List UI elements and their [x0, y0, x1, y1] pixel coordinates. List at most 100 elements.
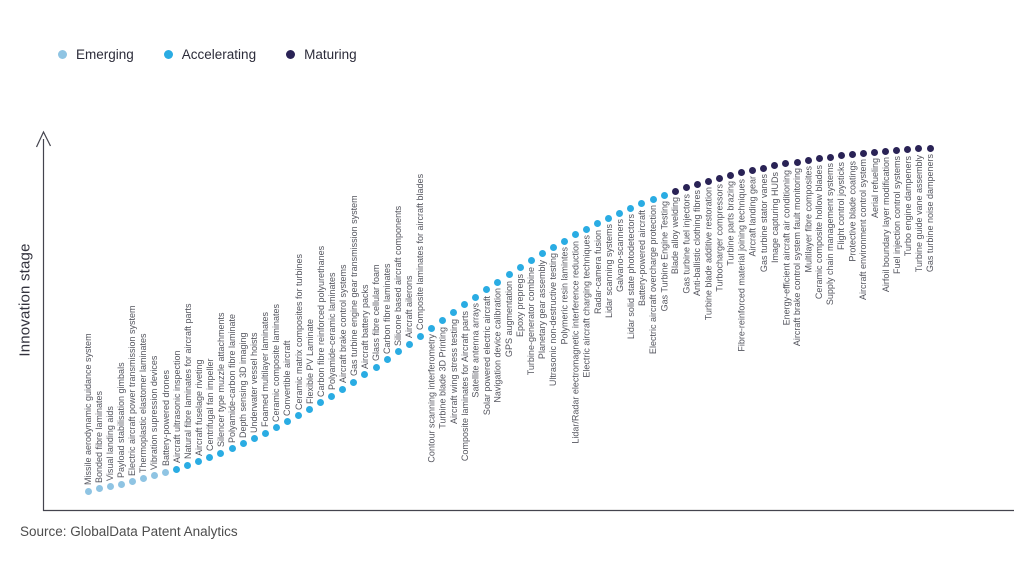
data-point	[571, 231, 579, 239]
data-point	[239, 440, 247, 448]
data-point	[760, 164, 768, 172]
data-point	[416, 332, 424, 340]
data-point-label: Aircraft brake control system fault moni…	[792, 168, 803, 347]
data-point-label: Solar powered electric aircraft	[481, 295, 492, 415]
data-point	[616, 209, 624, 217]
data-point-label: Polyamide-carbon fibre laminate	[227, 313, 238, 443]
y-axis-arrow-icon	[35, 130, 52, 148]
data-point	[439, 317, 447, 325]
data-point-label: Thermoplastic elastomer laminates	[138, 333, 149, 473]
data-point-label: Airfoil boundary layer modification	[880, 157, 891, 293]
data-point-label: Convertible aircraft	[282, 340, 293, 416]
data-point	[516, 264, 524, 272]
data-point-label: Lidar/Radar electromagnetic interference…	[570, 240, 581, 444]
data-point	[494, 278, 502, 286]
data-point-label: Glass fibre cellular foam	[371, 264, 382, 362]
data-point-label: Gas turbine engine gear transmission sys…	[348, 195, 359, 377]
data-point	[627, 204, 635, 212]
data-point-label: Polyamide-ceramic laminates	[326, 272, 337, 391]
data-point	[339, 385, 347, 393]
data-point	[117, 480, 125, 488]
data-point	[904, 146, 912, 154]
data-point	[427, 324, 435, 332]
data-point-label: Navigation device calibration	[492, 288, 503, 403]
data-point	[84, 487, 92, 495]
data-point	[860, 149, 868, 157]
data-point	[106, 483, 114, 491]
data-point-label: Supply chain management systems	[825, 163, 836, 306]
data-point-label: Silencer type muzzle attachments	[215, 312, 226, 448]
data-point	[184, 461, 192, 469]
legend-item: Accelerating	[163, 47, 256, 62]
data-point	[605, 214, 613, 222]
data-point	[250, 435, 258, 443]
data-point	[926, 144, 934, 152]
data-point	[261, 429, 269, 437]
data-point	[461, 301, 469, 309]
data-point-label: Carbon fibre laminates	[382, 263, 393, 354]
legend-dot-icon	[58, 50, 67, 59]
data-point	[95, 485, 103, 493]
data-point	[848, 151, 856, 159]
data-point-label: Polymeric resin lamintes	[559, 247, 570, 345]
data-point	[372, 363, 380, 371]
data-point-label: Gas turbine stator vanes	[758, 174, 769, 273]
data-point-label: Turbine blade additive restoration	[703, 187, 714, 321]
data-point-label: Aerial refueling	[869, 158, 880, 219]
data-point-label: Satellite antenna arrays	[470, 303, 481, 398]
data-point-label: GPS augmentation	[504, 280, 514, 357]
data-point	[272, 424, 280, 432]
data-point-label: Aircraft landing gear	[747, 176, 758, 257]
data-point-label: Galvano-scanners	[614, 219, 625, 293]
data-point-label: Ceramic composite hollow blades	[814, 164, 825, 299]
data-point-label: Energy-efficient aircraft air conditioni…	[780, 169, 791, 326]
legend-dot-icon	[286, 50, 296, 59]
data-point	[826, 153, 834, 161]
data-point	[361, 371, 369, 379]
data-point	[704, 177, 712, 185]
data-point-label: Aircraft environment control system	[858, 159, 869, 301]
data-point-label: Fuel injection control systems	[891, 156, 902, 275]
data-point-label: Aircraft wing stress testing	[448, 318, 459, 424]
data-point-label: Bonded fibre laminates	[94, 390, 105, 483]
data-point	[549, 243, 557, 251]
data-point	[139, 475, 147, 483]
data-point-label: Vibration supression devices	[149, 355, 160, 470]
data-point	[716, 174, 723, 182]
data-point-label: Ceramic matrix composites for turbines	[293, 253, 304, 410]
data-point-label: Gas turbine fuel injectors	[681, 193, 692, 294]
data-point-label: Turbine-generator combine	[526, 266, 537, 375]
data-point	[727, 171, 735, 179]
data-point	[217, 449, 225, 457]
data-point	[128, 477, 136, 485]
data-point-label: Fibre-reinforced material joining techni…	[736, 178, 747, 352]
data-point-label: Depth sensing 3D imaging	[238, 332, 249, 438]
data-point-label: Natural fibre laminates for aircraft par…	[182, 303, 193, 460]
data-point	[394, 348, 402, 356]
data-point	[749, 166, 757, 174]
data-point	[682, 184, 690, 192]
data-point-label: Flight control joysticks	[836, 161, 847, 250]
data-point-label: Lidar solid state photodetectors	[625, 214, 636, 340]
data-point	[560, 237, 568, 245]
data-point-label: Flexible PV Laminate	[304, 318, 315, 404]
data-point-label: Visual landing aids	[105, 405, 116, 481]
data-point	[527, 257, 535, 265]
data-point-label: Underwater vessel hoists	[249, 332, 260, 433]
data-point	[383, 356, 391, 364]
data-point	[317, 399, 325, 407]
data-point	[195, 458, 203, 466]
data-point-label: Aircraft fuselage riveting	[193, 359, 204, 456]
data-point	[295, 412, 302, 420]
data-point-label: Composite laminates for Aircraft parts	[459, 310, 470, 461]
data-point-label: Turbine parts brazing	[725, 181, 736, 267]
data-point	[882, 147, 890, 155]
data-point	[505, 271, 513, 279]
data-point-label: Ceramic composite laminates	[271, 303, 282, 422]
data-point-label: Aircraft battery packs	[359, 284, 370, 369]
data-point	[206, 453, 214, 461]
data-point	[594, 220, 602, 228]
data-point-label: Planetary gear assembly	[537, 259, 548, 359]
data-point-label: Battery-powered drones	[160, 370, 171, 467]
